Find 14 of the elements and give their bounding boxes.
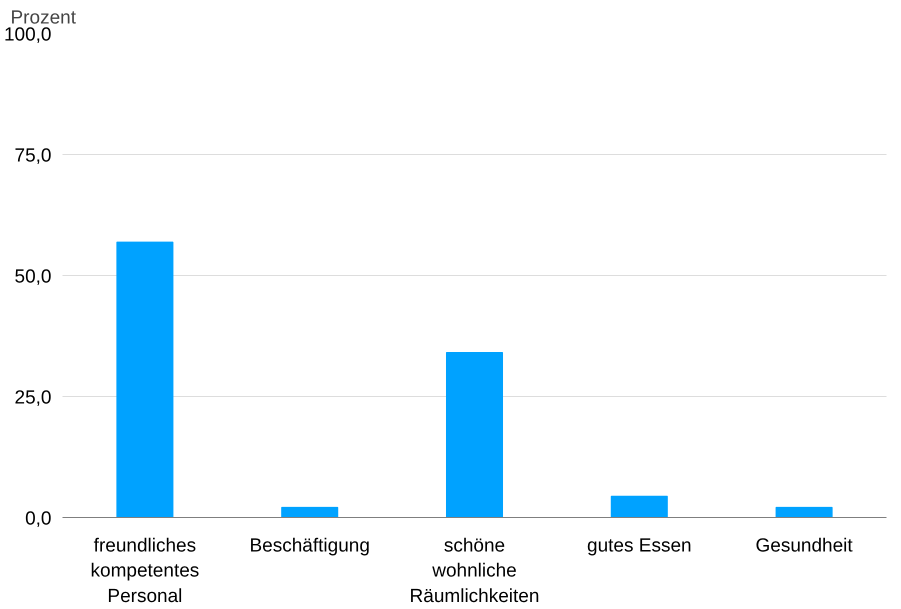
bar xyxy=(446,352,504,518)
x-tick-label: Gesundheit xyxy=(756,536,854,556)
y-tick-label: 0,0 xyxy=(25,508,52,530)
x-tick-label: gutes Essen xyxy=(587,536,692,556)
y-tick-label: 25,0 xyxy=(14,388,52,408)
bar xyxy=(116,242,174,518)
bar xyxy=(776,506,833,518)
bar xyxy=(610,496,668,518)
x-tick-label: freundliches kompetentes Personal xyxy=(90,536,200,607)
x-tick-label: schöne wohnliche Räumlichkeiten xyxy=(410,536,540,607)
bar xyxy=(281,506,338,518)
x-tick-label: Beschäftigung xyxy=(249,536,370,556)
y-tick-label: 75,0 xyxy=(14,146,52,166)
y-tick-label: 50,0 xyxy=(14,266,52,288)
